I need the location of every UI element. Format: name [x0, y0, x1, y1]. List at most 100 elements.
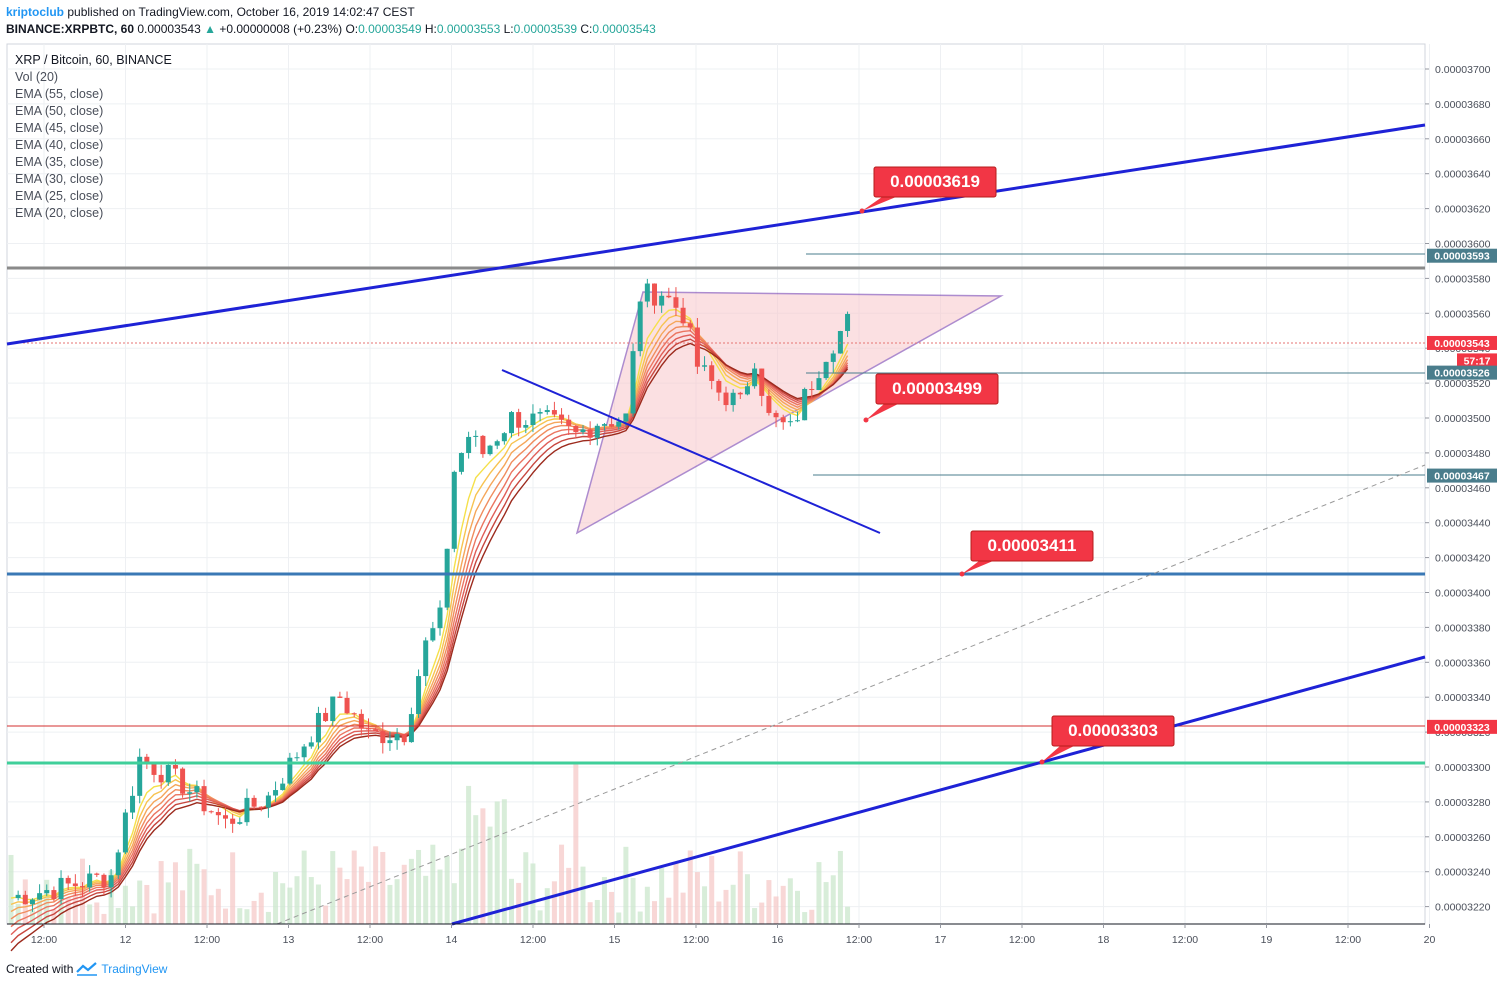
candle-body — [509, 412, 514, 434]
tradingview-brand[interactable]: TradingView — [101, 962, 168, 976]
volume-bar — [165, 882, 171, 924]
volume-bar — [394, 879, 400, 924]
legend-item-ema35[interactable]: EMA (35, close) — [15, 155, 104, 169]
volume-bar — [823, 882, 829, 924]
volume-bar — [223, 908, 228, 924]
time-axis[interactable]: 12:00 12 12:00 13 12:00 14 12:00 15 12:00 16 12:00… — [7, 923, 1435, 946]
candle-body — [165, 764, 171, 783]
volume-bar — [308, 877, 314, 924]
candle-body — [223, 815, 228, 819]
candle-body — [337, 696, 343, 698]
ema-line-40 — [10, 329, 849, 928]
y-tick-label: 0.00003380 — [1435, 622, 1491, 634]
candle-body — [652, 283, 657, 306]
volume-bar — [58, 889, 64, 924]
candle-body — [323, 712, 329, 722]
volume-bar — [652, 901, 657, 924]
price-badge — [1427, 248, 1497, 263]
candle-body — [394, 734, 400, 741]
legend-item-ema25[interactable]: EMA (25, close) — [15, 189, 104, 203]
price-callout[interactable]: 0.00003619 — [859, 166, 997, 214]
volume-bar — [530, 863, 536, 924]
candle-body — [366, 728, 371, 730]
candle-body — [44, 890, 50, 894]
candle-body — [351, 713, 357, 715]
volume-bar — [752, 908, 758, 924]
y-tick-label: 0.00003500 — [1435, 413, 1491, 425]
candle-body — [759, 368, 765, 396]
y-tick-label: 0.00003700 — [1435, 64, 1491, 76]
price-change: +0.00000008 (+0.23%) — [219, 22, 343, 36]
candle-body — [673, 297, 679, 308]
volume-bar — [323, 905, 329, 924]
legend-item-vol[interactable]: Vol (20) — [15, 70, 59, 84]
volume-bar — [623, 846, 629, 924]
candle-body — [601, 424, 607, 426]
price-callout[interactable]: 0.00003303 — [1039, 715, 1175, 765]
volume-bar — [416, 849, 422, 924]
y-tick-label: 0.00003300 — [1435, 762, 1491, 774]
ema-line-45 — [10, 334, 849, 936]
candle-body — [580, 429, 586, 433]
candle-body — [101, 874, 107, 888]
volume-bar — [151, 913, 157, 924]
volume-bar — [702, 886, 708, 924]
price-axis[interactable]: 0.00003700 0.00003680 0.00003660 0.00003640… — [1425, 64, 1497, 914]
candle-body — [244, 797, 250, 823]
volume-bar — [423, 875, 429, 924]
tradingview-logo-icon[interactable] — [76, 962, 98, 976]
candle-body — [58, 877, 64, 900]
plot-area[interactable] — [6, 43, 1426, 925]
y-tick-label: 0.00003560 — [1435, 308, 1491, 320]
volume-bar — [115, 907, 121, 924]
x-tick-label: 12 — [120, 934, 132, 946]
volume-bar — [201, 869, 207, 924]
volume-bar — [401, 864, 407, 924]
y-tick-label: 0.00003660 — [1435, 134, 1491, 146]
volume-bar — [280, 883, 286, 924]
legend-item-ema30[interactable]: EMA (30, close) — [15, 172, 104, 186]
volume-bar — [315, 884, 321, 924]
candle-body — [308, 742, 314, 747]
volume-bar — [344, 879, 350, 924]
candle-body — [537, 412, 543, 414]
author-name[interactable]: kriptoclub — [6, 5, 65, 19]
volume-bar — [287, 887, 293, 924]
candle-body — [780, 417, 786, 423]
candle-body — [630, 351, 636, 414]
volume-bars — [8, 763, 851, 924]
legend-item-ema45[interactable]: EMA (45, close) — [15, 121, 104, 135]
volume-bar — [787, 878, 793, 924]
candle-body — [816, 378, 822, 391]
candle-body — [501, 433, 507, 442]
candle-body — [87, 873, 93, 888]
candle-body — [680, 307, 686, 324]
candle-body — [330, 696, 336, 722]
legend-item-ema50[interactable]: EMA (50, close) — [15, 104, 104, 118]
price-callout[interactable]: 0.00003499 — [863, 373, 999, 423]
legend-item-ema55[interactable]: EMA (55, close) — [15, 87, 104, 101]
volume-bar — [759, 902, 765, 924]
publish-date: published on TradingView.com, October 16… — [67, 5, 415, 19]
legend-item-ema40[interactable]: EMA (40, close) — [15, 138, 104, 152]
legend-item-ema20[interactable]: EMA (20, close) — [15, 206, 104, 220]
channel-lower-trendline — [451, 655, 1426, 926]
candle-body — [115, 852, 121, 876]
candle-body — [251, 797, 257, 807]
volume-bar — [494, 801, 500, 924]
price-callout[interactable]: 0.00003411 — [959, 530, 1094, 577]
x-tick-label: 12:00 — [357, 934, 383, 946]
legend-title: XRP / Bitcoin, 60, BINANCE — [15, 53, 172, 67]
volume-bar — [244, 909, 250, 924]
candle-body — [766, 395, 772, 413]
volume-bar — [366, 881, 371, 924]
volume-bar — [358, 866, 364, 924]
volume-bar — [258, 892, 264, 924]
volume-bar — [802, 912, 808, 924]
candle-body — [201, 786, 207, 812]
candle-body — [172, 764, 178, 769]
volume-bar — [458, 848, 464, 924]
volume-bar — [744, 874, 750, 924]
y-tick-label: 0.00003420 — [1435, 553, 1491, 565]
